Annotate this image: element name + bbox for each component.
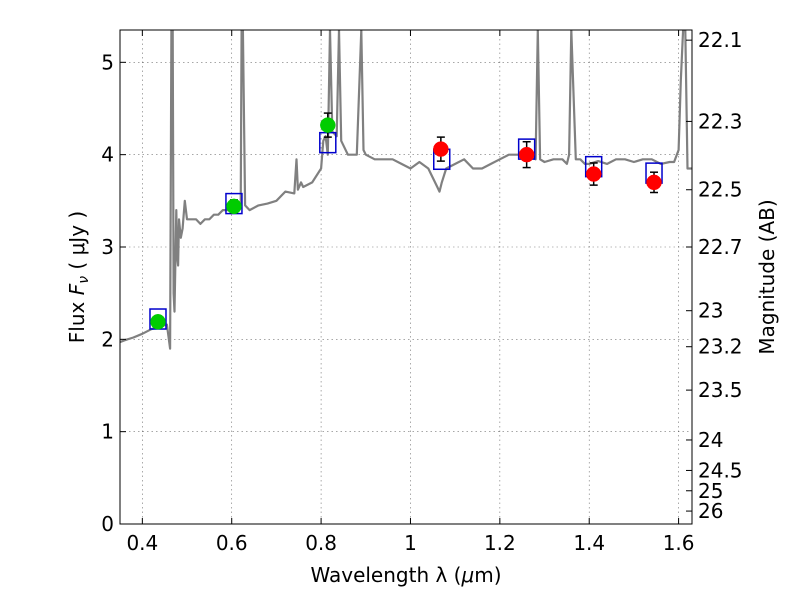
y2-tick-label: 24.5 bbox=[698, 458, 743, 482]
y2-tick-label: 23.2 bbox=[698, 335, 743, 359]
y-tick-label: 0 bbox=[101, 512, 114, 536]
data-point-group bbox=[320, 112, 336, 138]
y-axis-title-pre: Flux bbox=[65, 295, 89, 343]
grid-lines bbox=[120, 30, 692, 525]
x-tick-label: 1.4 bbox=[573, 531, 605, 555]
ticks: 0.4 0.6 0.8 1 1.2 1.4 1.601234522.122.322.522.… bbox=[101, 28, 742, 555]
y2-tick-label: 22.5 bbox=[698, 178, 743, 202]
y-axis-title: Flux Fν ( μJy ) bbox=[65, 211, 92, 343]
x-tick-label: 0.8 bbox=[305, 531, 337, 555]
y2-tick-label: 23 bbox=[698, 299, 723, 323]
y2-tick-label: 23.5 bbox=[698, 378, 743, 402]
y2-axis-title: Magnitude (AB) bbox=[755, 199, 779, 354]
plot-area bbox=[120, 30, 692, 350]
y2-tick-label: 25 bbox=[698, 479, 723, 503]
observed-optical-point bbox=[320, 117, 336, 133]
y2-tick-label: 22.3 bbox=[698, 109, 743, 133]
observed-optical-point bbox=[226, 198, 242, 215]
data-point-group bbox=[518, 140, 535, 169]
x-axis-title: Wavelength λ (μm) bbox=[310, 563, 501, 587]
data-point-group bbox=[433, 136, 449, 162]
y2-tick-label: 22.7 bbox=[698, 235, 743, 259]
y2-tick-label: 22.1 bbox=[698, 28, 743, 52]
y2-tick-label: 24 bbox=[698, 428, 723, 452]
model-spectrum-line bbox=[120, 30, 692, 350]
x-tick-label: 0.6 bbox=[216, 531, 248, 555]
observed-optical-point bbox=[150, 314, 166, 330]
data-point-group bbox=[646, 171, 662, 194]
axes-frame bbox=[119, 29, 693, 525]
y-tick-label: 5 bbox=[101, 50, 114, 74]
y-axis-title-math: F bbox=[65, 283, 89, 295]
y-tick-label: 3 bbox=[101, 235, 114, 259]
y-axis-title-sub: ν bbox=[76, 276, 92, 284]
y-tick-label: 2 bbox=[101, 327, 114, 351]
x-tick-label: 1.2 bbox=[484, 531, 516, 555]
observed-nir-point bbox=[585, 166, 602, 182]
x-tick-label: 1.6 bbox=[663, 531, 695, 555]
x-tick-label: 0.4 bbox=[126, 531, 158, 555]
data-point-group bbox=[150, 314, 166, 330]
x-axis-title-pre: Wavelength λ ( bbox=[310, 563, 461, 587]
y-tick-label: 4 bbox=[101, 143, 114, 167]
y2-tick-label: 26 bbox=[698, 499, 723, 523]
x-axis-title-post: m) bbox=[474, 563, 501, 587]
y-tick-label: 1 bbox=[101, 420, 114, 444]
y-axis-title-post: ( μJy ) bbox=[65, 211, 89, 276]
x-tick-label: 1 bbox=[404, 531, 417, 555]
data-point-group bbox=[585, 162, 602, 186]
observed-nir-point bbox=[433, 141, 449, 157]
observed-nir-point bbox=[646, 174, 662, 191]
x-axis-title-mu: μ bbox=[460, 563, 474, 587]
observed-nir-point bbox=[518, 146, 535, 163]
data-point-group bbox=[226, 198, 242, 215]
